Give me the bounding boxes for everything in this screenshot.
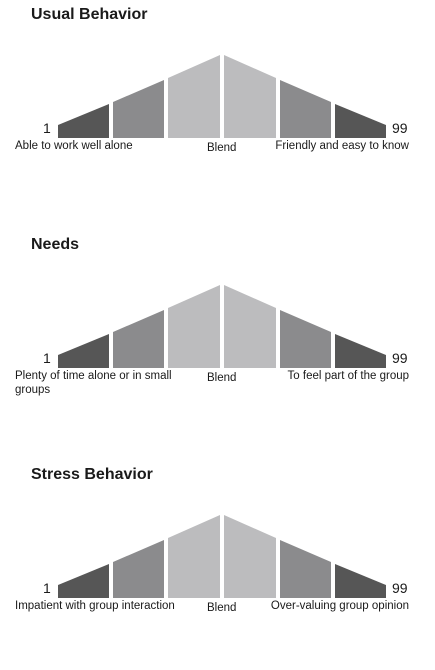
pyramid-scale-graphic: [58, 515, 386, 598]
scale-mid-label: Blend: [207, 372, 237, 384]
scale-section-needs: Needs 1 99 Plenty of time alone or in sm…: [0, 230, 435, 440]
pyramid-scale-graphic: [58, 55, 386, 138]
scale-segment-3: [168, 55, 220, 138]
scale-segment-6: [335, 334, 386, 368]
scale-mid-label: Blend: [207, 142, 237, 154]
scale-segment-6: [335, 104, 386, 138]
scale-section-stress-behavior: Stress Behavior 1 99 Impatient with grou…: [0, 460, 435, 670]
scale-max-value: 99: [392, 120, 408, 136]
scale-left-label: Plenty of time alone or in small groups: [15, 370, 172, 396]
scale-min-value: 1: [43, 120, 51, 136]
scale-mid-label: Blend: [207, 602, 237, 614]
scale-segment-4: [224, 285, 276, 368]
scale-segment-5: [280, 80, 331, 138]
scale-segment-5: [280, 540, 331, 598]
scale-segment-1: [58, 564, 109, 598]
scale-segment-2: [113, 80, 164, 138]
scale-segment-1: [58, 334, 109, 368]
scale-left-label: Impatient with group interaction: [15, 600, 175, 612]
scale-section-usual-behavior: Usual Behavior 1 99 Able to work well al…: [0, 0, 435, 210]
scale-max-value: 99: [392, 350, 408, 366]
scale-segment-2: [113, 540, 164, 598]
scale-segment-3: [168, 285, 220, 368]
scale-right-label: Over-valuing group opinion: [270, 600, 409, 612]
scale-segment-5: [280, 310, 331, 368]
section-title: Needs: [31, 236, 80, 253]
scale-segment-2: [113, 310, 164, 368]
scale-segment-4: [224, 55, 276, 138]
scale-max-value: 99: [392, 580, 408, 596]
scale-right-label: Friendly and easy to know: [275, 140, 409, 152]
scale-min-value: 1: [43, 350, 51, 366]
scale-segment-6: [335, 564, 386, 598]
scale-segment-1: [58, 104, 109, 138]
scale-right-label: To feel part of the group: [287, 370, 409, 382]
pyramid-scale-graphic: [58, 285, 386, 368]
scale-left-label: Able to work well alone: [15, 140, 133, 152]
section-title: Usual Behavior: [31, 6, 148, 23]
section-title: Stress Behavior: [31, 466, 153, 483]
scale-segment-3: [168, 515, 220, 598]
scale-segment-4: [224, 515, 276, 598]
scale-min-value: 1: [43, 580, 51, 596]
